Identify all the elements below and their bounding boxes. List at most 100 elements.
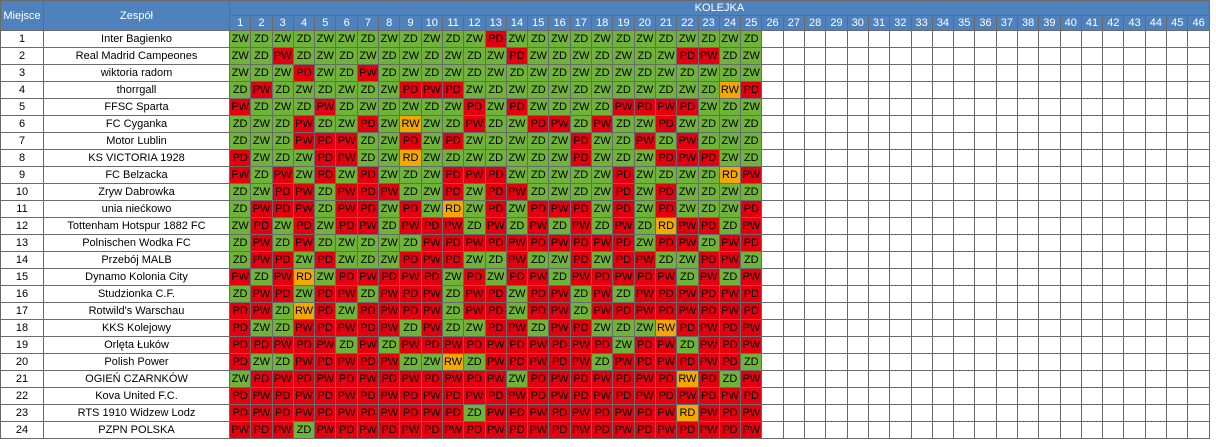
- empty-cell[interactable]: [995, 285, 1018, 303]
- empty-cell[interactable]: [1187, 251, 1210, 269]
- empty-cell[interactable]: [846, 421, 869, 439]
- result-cell[interactable]: PD: [441, 183, 465, 201]
- result-cell[interactable]: PW: [335, 285, 358, 303]
- result-cell[interactable]: PW: [356, 268, 380, 286]
- empty-cell[interactable]: [995, 234, 1018, 252]
- empty-cell[interactable]: [1059, 268, 1082, 286]
- result-cell[interactable]: ZW: [718, 200, 742, 218]
- place-cell[interactable]: 23: [0, 404, 44, 422]
- result-cell[interactable]: ZD: [718, 98, 742, 116]
- empty-cell[interactable]: [995, 149, 1018, 167]
- place-cell[interactable]: 4: [0, 81, 44, 99]
- empty-cell[interactable]: [889, 200, 912, 218]
- empty-cell[interactable]: [1144, 336, 1168, 354]
- result-cell[interactable]: PW: [250, 404, 273, 422]
- result-cell[interactable]: PW: [228, 268, 252, 286]
- empty-cell[interactable]: [1123, 183, 1146, 201]
- result-cell[interactable]: PW: [250, 200, 273, 218]
- empty-cell[interactable]: [1123, 47, 1146, 65]
- result-cell[interactable]: PD: [569, 234, 593, 252]
- result-cell[interactable]: ZW: [228, 30, 252, 48]
- empty-cell[interactable]: [782, 115, 806, 133]
- empty-cell[interactable]: [953, 319, 976, 337]
- header-round-23[interactable]: 23: [697, 15, 720, 31]
- result-cell[interactable]: PW: [676, 285, 699, 303]
- result-cell[interactable]: PD: [654, 370, 678, 388]
- result-cell[interactable]: PD: [356, 353, 380, 371]
- result-cell[interactable]: PD: [356, 302, 380, 320]
- empty-cell[interactable]: [889, 370, 912, 388]
- result-cell[interactable]: ZD: [548, 217, 571, 235]
- empty-cell[interactable]: [1080, 421, 1104, 439]
- result-cell[interactable]: ZD: [569, 30, 593, 48]
- result-cell[interactable]: PD: [740, 234, 763, 252]
- empty-cell[interactable]: [931, 302, 955, 320]
- empty-cell[interactable]: [974, 64, 997, 82]
- result-cell[interactable]: ZW: [527, 47, 550, 65]
- header-round-9[interactable]: 9: [399, 15, 422, 31]
- result-cell[interactable]: ZW: [314, 30, 337, 48]
- result-cell[interactable]: ZW: [399, 64, 422, 82]
- result-cell[interactable]: ZD: [718, 370, 742, 388]
- empty-cell[interactable]: [1144, 200, 1168, 218]
- empty-cell[interactable]: [825, 115, 848, 133]
- result-cell[interactable]: RD: [718, 166, 742, 184]
- result-cell[interactable]: PD: [356, 200, 380, 218]
- empty-cell[interactable]: [846, 404, 869, 422]
- result-cell[interactable]: ZW: [591, 30, 614, 48]
- result-cell[interactable]: PD: [335, 268, 358, 286]
- empty-cell[interactable]: [846, 353, 869, 371]
- result-cell[interactable]: PD: [527, 387, 550, 405]
- empty-cell[interactable]: [1166, 353, 1189, 371]
- result-cell[interactable]: ZW: [591, 132, 614, 150]
- empty-cell[interactable]: [974, 404, 997, 422]
- result-cell[interactable]: ZW: [228, 217, 252, 235]
- empty-cell[interactable]: [910, 370, 933, 388]
- result-cell[interactable]: PW: [292, 404, 316, 422]
- empty-cell[interactable]: [782, 251, 806, 269]
- result-cell[interactable]: ZD: [271, 353, 294, 371]
- result-cell[interactable]: ZD: [399, 319, 422, 337]
- result-cell[interactable]: PD: [271, 251, 294, 269]
- result-cell[interactable]: PD: [378, 268, 401, 286]
- empty-cell[interactable]: [761, 268, 784, 286]
- result-cell[interactable]: ZD: [314, 115, 337, 133]
- result-cell[interactable]: PD: [314, 404, 337, 422]
- result-cell[interactable]: PD: [228, 149, 252, 167]
- header-round-30[interactable]: 30: [846, 15, 869, 31]
- empty-cell[interactable]: [953, 234, 976, 252]
- empty-cell[interactable]: [889, 149, 912, 167]
- header-round-41[interactable]: 41: [1080, 15, 1104, 31]
- result-cell[interactable]: ZD: [633, 64, 656, 82]
- empty-cell[interactable]: [761, 302, 784, 320]
- result-cell[interactable]: PD: [356, 166, 380, 184]
- result-cell[interactable]: ZD: [484, 115, 507, 133]
- empty-cell[interactable]: [1166, 234, 1189, 252]
- empty-cell[interactable]: [1059, 183, 1082, 201]
- result-cell[interactable]: PD: [463, 370, 486, 388]
- empty-cell[interactable]: [846, 166, 869, 184]
- empty-cell[interactable]: [782, 132, 806, 150]
- result-cell[interactable]: PW: [356, 64, 380, 82]
- result-cell[interactable]: ZW: [505, 81, 529, 99]
- result-cell[interactable]: ZW: [463, 200, 486, 218]
- result-cell[interactable]: PW: [676, 132, 699, 150]
- result-cell[interactable]: PD: [271, 404, 294, 422]
- result-cell[interactable]: PD: [399, 302, 422, 320]
- empty-cell[interactable]: [1016, 115, 1040, 133]
- empty-cell[interactable]: [825, 217, 848, 235]
- empty-cell[interactable]: [825, 98, 848, 116]
- result-cell[interactable]: PW: [676, 149, 699, 167]
- empty-cell[interactable]: [1080, 336, 1104, 354]
- result-cell[interactable]: ZD: [697, 115, 720, 133]
- empty-cell[interactable]: [846, 217, 869, 235]
- empty-cell[interactable]: [1059, 64, 1082, 82]
- result-cell[interactable]: PW: [292, 115, 316, 133]
- result-cell[interactable]: PW: [292, 319, 316, 337]
- empty-cell[interactable]: [910, 387, 933, 405]
- header-round-21[interactable]: 21: [654, 15, 678, 31]
- result-cell[interactable]: ZW: [441, 64, 465, 82]
- result-cell[interactable]: PW: [250, 81, 273, 99]
- empty-cell[interactable]: [782, 370, 806, 388]
- result-cell[interactable]: PD: [612, 387, 635, 405]
